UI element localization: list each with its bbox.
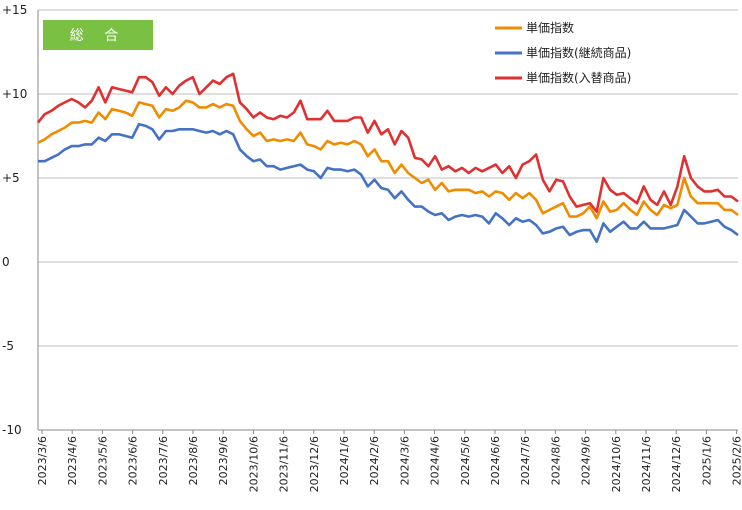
title-badge-background — [43, 20, 153, 50]
x-tick-label: 2023/5/6 — [96, 436, 109, 485]
x-tick-label: 2025/2/6 — [731, 436, 742, 485]
x-tick-label: 2024/3/6 — [398, 436, 411, 485]
x-tick-label: 2023/10/6 — [247, 436, 260, 492]
x-tick-label: 2023/3/6 — [36, 436, 49, 485]
x-tick-label: 2024/10/6 — [610, 436, 623, 492]
x-tick-label: 2023/4/6 — [66, 436, 79, 485]
gridlines — [38, 9, 738, 347]
y-tick-label: -5 — [2, 339, 14, 353]
x-tick-label: 2024/6/6 — [489, 436, 502, 485]
x-tick-label: 2024/7/6 — [519, 436, 532, 485]
x-tick-label: 2024/11/6 — [640, 436, 653, 492]
y-tick-label: -10 — [2, 423, 22, 437]
y-tick-label: +10 — [2, 87, 27, 101]
legend: 単価指数 単価指数(継続商品) 単価指数(入替商品) — [495, 20, 631, 85]
legend-item-replaced-products: 単価指数(入替商品) — [495, 70, 631, 85]
legend-label: 単価指数(継続商品) — [526, 45, 631, 60]
legend-label: 単価指数 — [526, 20, 574, 35]
x-tick-label: 2023/12/6 — [308, 436, 321, 492]
axes — [37, 10, 738, 431]
y-tick-label: +5 — [2, 171, 20, 185]
x-tick-label: 2024/5/6 — [459, 436, 472, 485]
x-tick-label: 2024/8/6 — [549, 436, 562, 485]
y-tick-labels: +15 +10 +5 0 -5 -10 — [2, 3, 27, 437]
x-tick-label: 2023/7/6 — [157, 436, 170, 485]
y-tick-label: +15 — [2, 3, 27, 17]
y-tick-label: 0 — [2, 255, 10, 269]
x-tick-labels: 2023/3/6 2023/4/6 2023/5/6 2023/6/6 2023/7/6… — [36, 430, 742, 492]
legend-item-unit-price-index: 単価指数 — [495, 20, 574, 35]
title-badge-label: 総 合 — [70, 28, 126, 44]
series-lines — [36, 72, 739, 244]
x-tick-label: 2024/12/6 — [670, 436, 683, 492]
title-badge: 総 合 — [43, 20, 153, 50]
series-line-0 — [37, 99, 739, 220]
series-line-1 — [38, 122, 739, 244]
x-tick-label: 2023/9/6 — [217, 436, 230, 485]
x-tick-label: 2023/11/6 — [278, 436, 291, 492]
legend-label: 単価指数(入替商品) — [526, 70, 631, 85]
series-line-2 — [36, 72, 739, 213]
x-tick-label: 2024/2/6 — [368, 436, 381, 485]
x-tick-label: 2024/4/6 — [429, 436, 442, 485]
x-tick-label: 2023/8/6 — [187, 436, 200, 485]
x-tick-label: 2025/1/6 — [700, 436, 713, 485]
legend-item-continuing-products: 単価指数(継続商品) — [495, 45, 631, 60]
x-tick-label: 2024/9/6 — [580, 436, 593, 485]
x-tick-label: 2024/1/6 — [338, 436, 351, 485]
x-tick-label: 2023/6/6 — [127, 436, 140, 485]
